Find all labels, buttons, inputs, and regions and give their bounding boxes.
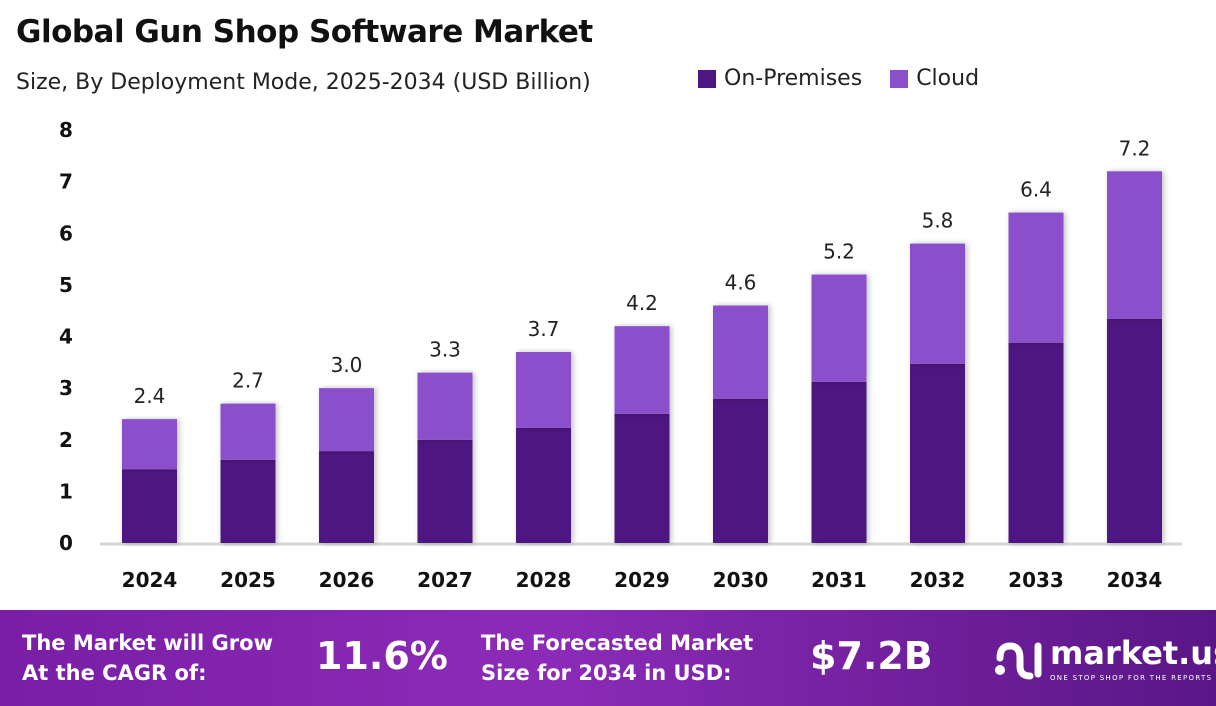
bar-on-premises-2025: [220, 459, 276, 543]
x-tick-label: 2024: [122, 568, 178, 592]
x-tick-label: 2034: [1107, 568, 1163, 592]
x-tick-label: 2031: [811, 568, 867, 592]
bar-on-premises-2033: [1008, 342, 1064, 543]
y-tick-label: 6: [59, 221, 73, 245]
x-tick-label: 2030: [713, 568, 769, 592]
bar-on-premises-2032: [910, 363, 965, 543]
bar-cloud-2031: [811, 274, 867, 382]
bar-cloud-2024: [122, 419, 177, 470]
x-tick-label: 2033: [1008, 568, 1064, 592]
legend-label: On-Premises: [724, 66, 863, 91]
forecast-label: The Forecasted Market Size for 2034 in US…: [481, 631, 754, 685]
footer-banner: The Market will Grow At the CAGR of: 11.6…: [0, 610, 1216, 706]
y-tick-label: 5: [59, 273, 73, 297]
legend-swatch: [890, 69, 909, 88]
chart-plot: 0 1 2 3 4 5 6 7 8 2.4 2024 2.7 2025 3.0 2026 3.3 2027 3.7…: [59, 118, 1182, 592]
legend-label: Cloud: [916, 66, 980, 91]
chart-subtitle: Size, By Deployment Mode, 2025-2034 (USD…: [16, 70, 591, 95]
legend: On-Premises Cloud: [698, 66, 979, 91]
bar-on-premises-2030: [713, 398, 768, 543]
x-tick-label: 2029: [614, 568, 670, 592]
bar-on-premises-2027: [417, 439, 473, 543]
bar-cloud-2026: [319, 388, 374, 452]
total-label: 6.4: [1020, 178, 1052, 202]
bar-cloud-2029: [614, 326, 670, 414]
bar-cloud-2034: [1107, 171, 1162, 319]
forecast-value: $7.2B: [810, 634, 933, 678]
total-label: 3.7: [528, 317, 560, 341]
total-label: 5.8: [922, 209, 954, 233]
total-label: 3.3: [429, 338, 461, 362]
x-tick-label: 2027: [417, 568, 473, 592]
bar-cloud-2030: [713, 305, 768, 399]
bar-cloud-2025: [220, 403, 276, 460]
y-tick-label: 1: [59, 479, 73, 503]
bar-cloud-2033: [1008, 212, 1064, 343]
y-tick-label: 0: [59, 531, 73, 555]
x-tick-label: 2032: [910, 568, 966, 592]
x-tick-label: 2028: [516, 568, 572, 592]
x-tick-label: 2025: [220, 568, 276, 592]
total-label: 2.4: [134, 384, 166, 408]
total-label: 7.2: [1119, 136, 1151, 160]
bar-on-premises-2028: [516, 427, 571, 543]
bar-on-premises-2026: [319, 451, 374, 543]
bar-on-premises-2029: [614, 413, 670, 543]
bar-cloud-2028: [516, 351, 571, 428]
y-tick-label: 8: [59, 118, 73, 142]
legend-swatch: [698, 69, 716, 88]
total-label: 4.2: [626, 291, 658, 315]
y-tick-label: 2: [59, 428, 73, 452]
total-label: 5.2: [823, 240, 855, 264]
legend-item-cloud: Cloud: [890, 66, 979, 91]
bar-on-premises-2024: [122, 469, 177, 543]
total-label: 4.6: [725, 271, 757, 295]
y-tick-label: 4: [59, 325, 73, 349]
bar-cloud-2027: [417, 372, 473, 440]
logo-icon: [995, 642, 1042, 680]
bar-on-premises-2031: [811, 381, 867, 543]
total-label: 2.7: [232, 369, 264, 393]
bar-on-premises-2034: [1107, 318, 1162, 543]
bar-cloud-2032: [910, 243, 965, 364]
cagr-label: The Market will Grow At the CAGR of:: [22, 631, 273, 685]
y-tick-label: 3: [59, 376, 73, 400]
total-label: 3.0: [331, 353, 363, 377]
x-tick-label: 2026: [319, 568, 375, 592]
legend-item-on-premises: On-Premises: [698, 66, 862, 91]
y-tick-label: 7: [59, 170, 73, 194]
chart-title: Global Gun Shop Software Market: [16, 14, 593, 50]
cagr-value: 11.6%: [316, 634, 448, 678]
